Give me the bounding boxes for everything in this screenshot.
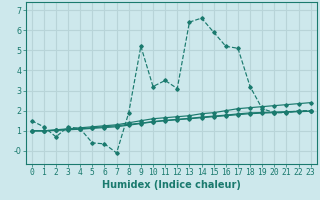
- X-axis label: Humidex (Indice chaleur): Humidex (Indice chaleur): [102, 180, 241, 190]
